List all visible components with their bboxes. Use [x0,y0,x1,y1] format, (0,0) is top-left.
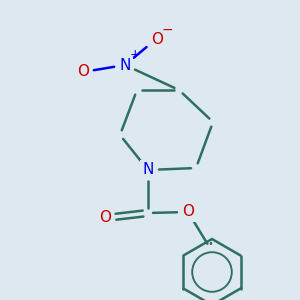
Text: O: O [182,205,194,220]
Text: −: − [161,23,173,37]
Text: +: + [130,49,140,62]
Text: O: O [77,64,89,80]
Text: N: N [142,163,154,178]
Text: O: O [151,32,163,47]
Text: O: O [99,211,111,226]
Text: N: N [119,58,131,73]
